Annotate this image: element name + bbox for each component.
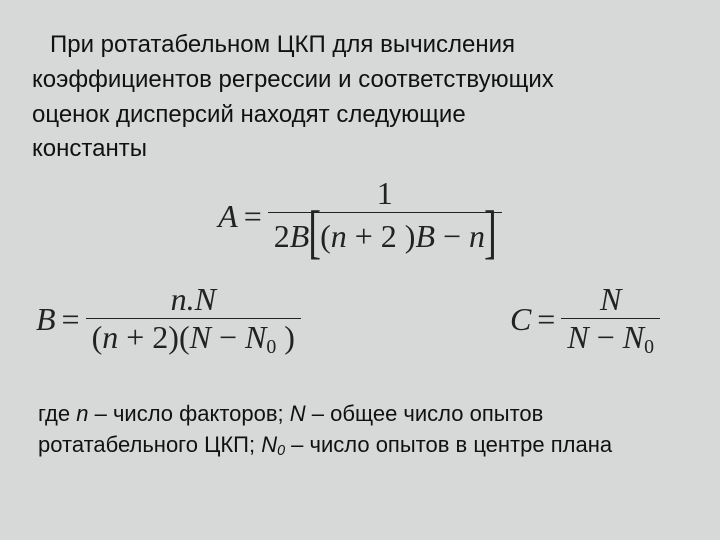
- para-line2: коэффициентов регрессии и соответствующи…: [32, 66, 554, 93]
- formula-row-bc: B = n.N (n + 2)(N − N0 ) C = N N − N0: [32, 281, 688, 359]
- b-den-plus: +: [126, 319, 144, 355]
- formula-c-den: N − N0: [561, 319, 660, 359]
- den-a-B: B: [290, 218, 310, 254]
- intro-paragraph: При ротатабельном ЦКП для вычисления коэ…: [32, 28, 688, 167]
- formula-b-lhs: B: [36, 301, 56, 338]
- c-den-Na: N: [567, 319, 588, 355]
- den-a-minus: −: [443, 218, 461, 254]
- cap-t3: – общее число опытов: [306, 401, 544, 426]
- den-a-n1: n: [331, 218, 347, 254]
- formula-c-fraction: N N − N0: [561, 281, 660, 359]
- cap-sub0: 0: [277, 442, 285, 458]
- b-den-minus: −: [219, 319, 237, 355]
- formula-b-num: n.N: [86, 281, 301, 319]
- cap-t2: – число факторов;: [88, 401, 289, 426]
- para-line1: При ротатабельном ЦКП для вычисления: [50, 31, 515, 58]
- formula-b-eq: =: [62, 301, 80, 338]
- para-line4: константы: [32, 135, 147, 162]
- b-den-Nb: N: [245, 319, 266, 355]
- formula-a-eq: =: [244, 198, 262, 235]
- b-den-sub0: 0: [266, 336, 276, 358]
- formula-c-num: N: [561, 281, 660, 319]
- c-den-sub0: 0: [644, 336, 654, 358]
- den-a-2: 2: [274, 218, 290, 254]
- cap-N: N: [290, 401, 306, 426]
- formula-b: B = n.N (n + 2)(N − N0 ): [36, 281, 301, 359]
- den-a-n2: n: [469, 218, 485, 254]
- legend: где n – число факторов; N – общее число …: [32, 399, 688, 461]
- cap-N0: N: [261, 432, 277, 457]
- formula-a: A = 1 2B[(n + 2 )B − n]: [32, 175, 688, 257]
- c-den-minus: −: [597, 319, 615, 355]
- formula-b-fraction: n.N (n + 2)(N − N0 ): [86, 281, 301, 359]
- b-num-n: n.: [171, 281, 195, 317]
- formula-c-eq: =: [537, 301, 555, 338]
- den-a-2b: 2: [381, 218, 397, 254]
- formula-a-num: 1: [268, 175, 502, 213]
- slide: При ротатабельном ЦКП для вычисления коэ…: [0, 0, 720, 540]
- formula-a-lhs: A: [218, 198, 238, 235]
- b-num-N: N: [195, 281, 216, 317]
- cap-t5: – число опытов в центре плана: [285, 432, 612, 457]
- formula-a-den: 2B[(n + 2 )B − n]: [268, 213, 502, 257]
- b-den-n: n: [102, 319, 118, 355]
- b-den-2: 2: [152, 319, 168, 355]
- den-a-plus: +: [355, 218, 373, 254]
- formula-c: C = N N − N0: [510, 281, 660, 359]
- cap-t4: ротатабельного ЦКП;: [38, 432, 261, 457]
- den-a-B2: B: [415, 218, 435, 254]
- para-line3: оценок дисперсий находят следующие: [32, 101, 466, 128]
- formula-c-lhs: C: [510, 301, 531, 338]
- formula-b-den: (n + 2)(N − N0 ): [86, 319, 301, 359]
- cap-t1: где: [38, 401, 76, 426]
- formula-a-fraction: 1 2B[(n + 2 )B − n]: [268, 175, 502, 257]
- cap-n: n: [76, 401, 88, 426]
- b-den-Na: N: [190, 319, 211, 355]
- c-den-Nb: N: [623, 319, 644, 355]
